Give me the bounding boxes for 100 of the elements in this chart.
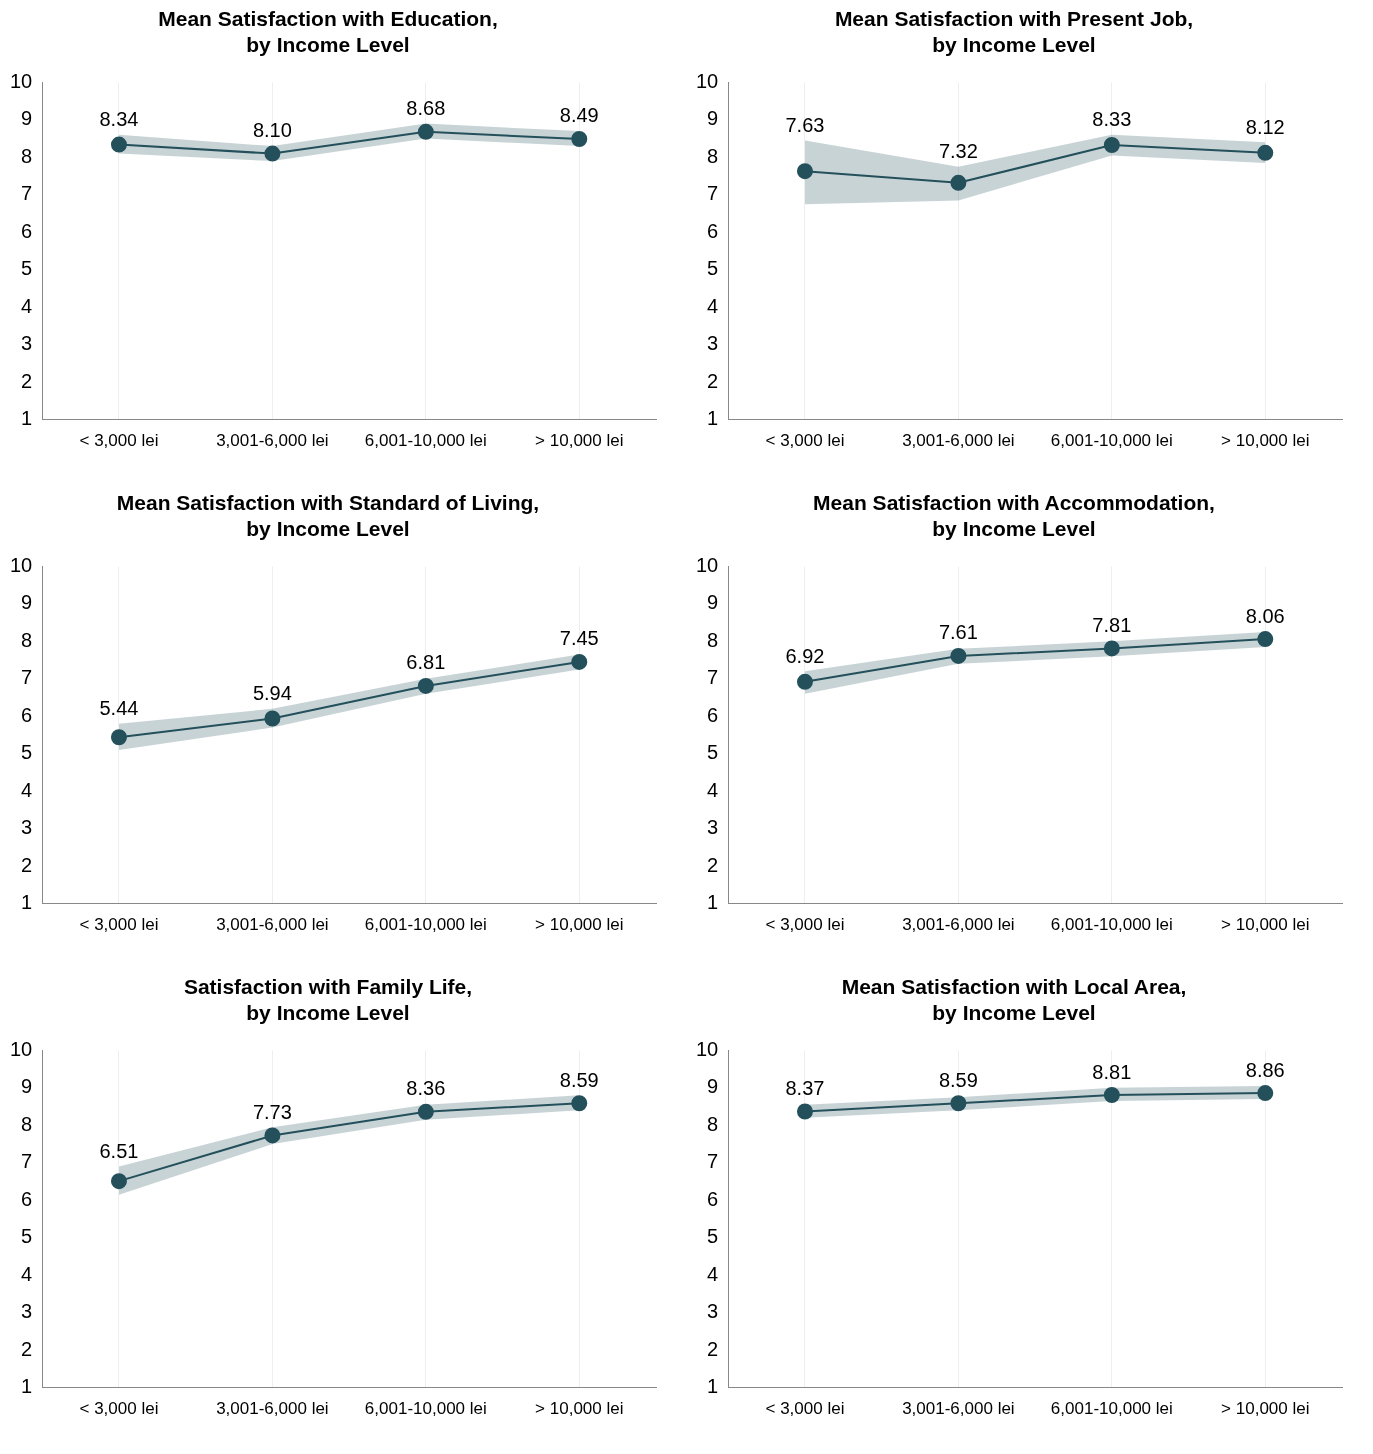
chart-title: Mean Satisfaction with Education, by Income Level [158, 7, 498, 56]
x-tick-label: < 3,000 lei [765, 431, 845, 451]
y-tick-label: 3 [707, 1300, 719, 1323]
y-tick-label: 5 [21, 741, 33, 764]
data-label: 8.37 [785, 1076, 825, 1099]
x-tick-label: 6,001-10,000 lei [1050, 431, 1173, 451]
x-tick-label: 3,001-6,000 lei [902, 431, 1015, 451]
point [264, 1127, 281, 1144]
y-tick-label: 3 [21, 332, 33, 355]
y-tick-label: 2 [707, 369, 719, 392]
y-tick-label: 4 [707, 778, 719, 801]
point [950, 647, 967, 664]
y-tick-label: 3 [707, 332, 719, 355]
y-tick-label: 6 [21, 1187, 33, 1210]
data-label: 8.12 [1245, 115, 1285, 138]
chart-title: Mean Satisfaction with Accommodation, by Income Level [813, 491, 1215, 540]
y-tick-label: 2 [21, 1337, 33, 1360]
y-tick-label: 10 [10, 1037, 33, 1060]
x-tick-label: 3,001-6,000 lei [216, 431, 329, 451]
y-tick-label: 3 [707, 816, 719, 839]
point [571, 653, 588, 670]
y-tick-label: 6 [707, 219, 719, 242]
point [571, 1095, 588, 1112]
y-tick-label: 7 [21, 1150, 33, 1173]
y-tick-label: 3 [21, 1300, 33, 1323]
y-tick-label: 8 [707, 628, 719, 651]
x-tick-label: < 3,000 lei [79, 431, 159, 451]
chart-title: Mean Satisfaction with Standard of Living, by Income Level [116, 491, 540, 540]
point [950, 1095, 967, 1112]
y-tick-label: 2 [707, 1337, 719, 1360]
y-tick-label: 10 [696, 69, 719, 92]
x-tick-label: < 3,000 lei [765, 1399, 845, 1419]
x-tick-label: 3,001-6,000 lei [216, 1399, 329, 1419]
y-tick-label: 8 [21, 628, 33, 651]
y-tick-label: 6 [707, 1187, 719, 1210]
y-tick-label: 5 [707, 1225, 719, 1248]
x-tick-label: > 10,000 lei [1221, 431, 1310, 451]
data-label: 8.68 [406, 97, 446, 120]
data-label: 8.33 [1092, 108, 1132, 131]
y-tick-label: 5 [707, 741, 719, 764]
y-tick-label: 6 [21, 219, 33, 242]
point [1257, 631, 1274, 648]
y-tick-label: 4 [707, 294, 719, 317]
data-label: 7.73 [252, 1100, 292, 1123]
data-label: 7.32 [938, 140, 978, 163]
data-label: 6.81 [406, 651, 446, 674]
point [1103, 1086, 1120, 1103]
y-tick-label: 1 [21, 407, 33, 430]
x-tick-label: 6,001-10,000 lei [1050, 915, 1173, 935]
data-label: 5.94 [252, 682, 292, 705]
y-tick-label: 9 [21, 591, 33, 614]
point [796, 673, 813, 690]
x-tick-label: 3,001-6,000 lei [902, 1399, 1015, 1419]
y-tick-label: 8 [21, 1112, 33, 1135]
chart-title: Mean Satisfaction with Local Area, by Income Level [841, 975, 1187, 1024]
y-tick-label: 1 [21, 1375, 33, 1398]
y-tick-label: 9 [21, 107, 33, 130]
data-label: 8.59 [559, 1068, 599, 1091]
y-tick-label: 2 [21, 853, 33, 876]
point [417, 1103, 434, 1120]
y-tick-label: 2 [21, 369, 33, 392]
y-tick-label: 8 [707, 1112, 719, 1135]
y-tick-label: 1 [707, 407, 719, 430]
point [417, 677, 434, 694]
point [1103, 136, 1120, 153]
point [796, 1103, 813, 1120]
data-label: 8.10 [252, 119, 292, 142]
y-tick-label: 6 [21, 703, 33, 726]
point [110, 1173, 127, 1190]
y-tick-label: 7 [21, 182, 33, 205]
x-tick-label: 3,001-6,000 lei [902, 915, 1015, 935]
y-tick-label: 8 [707, 144, 719, 167]
x-tick-label: > 10,000 lei [535, 431, 624, 451]
point [950, 174, 967, 191]
data-label: 8.86 [1245, 1058, 1285, 1081]
data-label: 6.51 [99, 1140, 139, 1163]
y-tick-label: 7 [21, 666, 33, 689]
data-label: 6.92 [785, 644, 825, 667]
data-label: 7.61 [938, 621, 978, 644]
y-tick-label: 10 [10, 553, 33, 576]
y-tick-label: 2 [707, 853, 719, 876]
chart-title: Mean Satisfaction with Present Job, by Income Level [834, 7, 1194, 56]
x-tick-label: 3,001-6,000 lei [216, 915, 329, 935]
y-tick-label: 4 [21, 778, 33, 801]
data-label: 8.49 [559, 104, 599, 127]
y-tick-label: 9 [707, 591, 719, 614]
data-label: 7.45 [559, 627, 599, 650]
x-tick-label: > 10,000 lei [1221, 1399, 1310, 1419]
y-tick-label: 4 [707, 1262, 719, 1285]
y-tick-label: 6 [707, 703, 719, 726]
x-tick-label: 6,001-10,000 lei [364, 915, 487, 935]
y-tick-label: 5 [21, 257, 33, 280]
y-tick-label: 4 [21, 1262, 33, 1285]
x-tick-label: > 10,000 lei [535, 915, 624, 935]
point [264, 710, 281, 727]
data-label: 7.81 [1092, 613, 1132, 636]
y-tick-label: 7 [707, 1150, 719, 1173]
x-tick-label: 6,001-10,000 lei [364, 1399, 487, 1419]
x-tick-label: < 3,000 lei [79, 915, 159, 935]
y-tick-label: 1 [21, 891, 33, 914]
